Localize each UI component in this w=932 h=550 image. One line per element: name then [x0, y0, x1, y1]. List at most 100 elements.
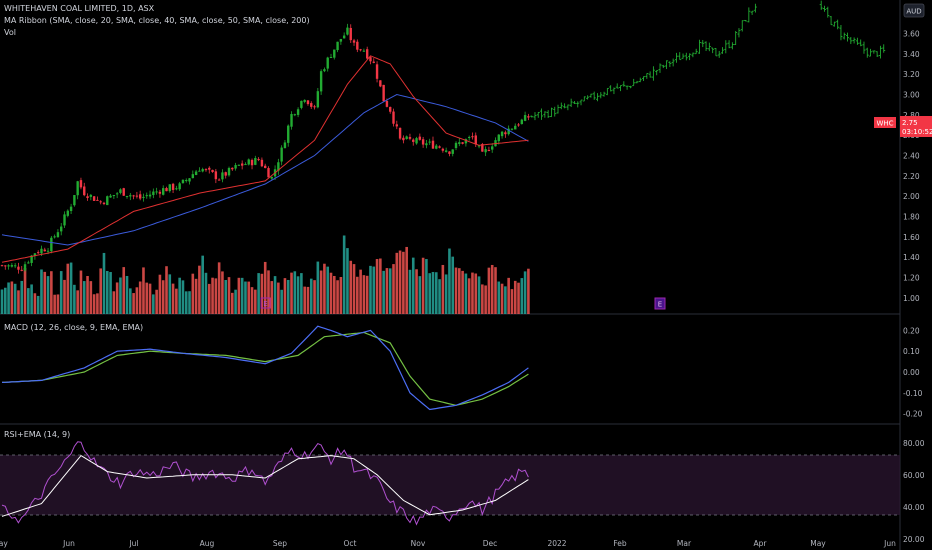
volume-bar [346, 248, 349, 314]
volume-bar [237, 277, 241, 314]
volume-bar [194, 278, 198, 314]
volume-bar [497, 281, 501, 314]
candle-body [188, 178, 191, 182]
ma-ribbon-legend[interactable]: MA Ribbon (SMA, close, 20, SMA, close, 4… [4, 16, 310, 25]
candle-body [346, 27, 349, 35]
volume-bar [306, 286, 310, 314]
candle-body [30, 255, 33, 263]
candle-body [36, 252, 40, 254]
candle-body [405, 136, 408, 139]
candle-body [17, 266, 20, 270]
volume-bar [155, 289, 158, 314]
volume-bar [303, 286, 306, 314]
macd-tick-label: 0.00 [903, 368, 920, 377]
volume-bar [513, 280, 517, 314]
candle-body [115, 193, 119, 195]
currency-button[interactable]: AUD [903, 3, 925, 18]
volume-bar [119, 277, 122, 314]
candle-body [408, 137, 412, 139]
price-tick-label: 2.20 [903, 172, 920, 181]
volume-bar [231, 292, 234, 314]
last-price-badge: WHC 2.75 03:10:52 [874, 116, 932, 137]
volume-bar [309, 278, 313, 314]
candle-body [385, 101, 389, 107]
candle-body [369, 57, 372, 62]
price-tick-label: 3.60 [903, 29, 920, 38]
volume-bar [142, 267, 145, 314]
candle-body [336, 41, 339, 51]
candle-body [467, 136, 471, 138]
volume-bar [313, 280, 316, 314]
earnings-marker-upcoming[interactable]: E [654, 297, 666, 310]
volume-bar [201, 255, 204, 314]
currency-label: AUD [906, 8, 921, 16]
volume-bar [109, 272, 112, 314]
volume-bar [59, 271, 63, 314]
candle-body [290, 114, 293, 127]
candle-body [270, 176, 273, 179]
volume-bar [13, 283, 17, 314]
volume-bar [112, 291, 116, 314]
candle-body [175, 188, 178, 190]
volume-bar [365, 275, 369, 314]
rsi-legend[interactable]: RSI+EMA (14, 9) [4, 430, 70, 439]
volume-bar [175, 288, 178, 314]
price-axis[interactable]: 3.603.403.203.002.802.602.402.202.001.80… [903, 29, 925, 543]
volume-bar [43, 271, 47, 314]
volume-bar [36, 295, 40, 314]
volume-bar [148, 283, 152, 314]
volume-bar [46, 276, 50, 314]
candle-body [162, 188, 165, 195]
time-axis[interactable]: May Jun Jul Aug Sep Oct Nov Dec 2022 Feb Mar Apr May… [0, 539, 896, 548]
volume-bar [448, 248, 451, 314]
volume-bar [425, 259, 428, 314]
candle-body [40, 248, 43, 254]
candle-body [145, 195, 148, 197]
volume-bar [461, 270, 464, 314]
macd-line [1, 325, 529, 411]
price-tick-label: 1.40 [903, 253, 920, 262]
candle-body [0, 265, 4, 267]
candle-body [185, 180, 188, 182]
candle-body [214, 171, 218, 180]
candle-body [198, 170, 201, 172]
volume-bar [17, 290, 20, 314]
time-tick-label: Apr [754, 539, 768, 548]
candle-body [89, 194, 93, 197]
volume-bar [171, 283, 175, 314]
rsi-tick-label: 40.00 [903, 503, 925, 512]
candle-body [217, 179, 221, 181]
macd-legend[interactable]: MACD (12, 26, close, 9, EMA, EMA) [4, 323, 143, 332]
candle-body [204, 169, 208, 171]
candle-body [129, 195, 132, 197]
volume-bar [517, 282, 520, 314]
volume-bar [92, 294, 96, 314]
volume-legend[interactable]: Vol [4, 28, 16, 37]
volume-bar [286, 279, 290, 314]
candle-body [448, 151, 451, 154]
earnings-marker[interactable]: E [260, 297, 271, 309]
volume-bar [481, 284, 484, 314]
volume-bar [316, 261, 320, 314]
price-candles [0, 0, 886, 274]
volume-bar [395, 252, 399, 314]
candle-body [4, 265, 7, 267]
volume-bar [257, 273, 260, 314]
candle-body [362, 50, 366, 52]
volume-bar [56, 294, 60, 314]
candle-body [333, 49, 336, 58]
volume-bar [418, 276, 422, 314]
volume-bar [398, 250, 402, 314]
time-tick-label: Nov [411, 539, 426, 548]
volume-bar [471, 272, 474, 314]
candle-body [99, 201, 102, 203]
volume-bar [490, 264, 494, 314]
price-tick-label: 1.80 [903, 213, 920, 222]
volume-bar [178, 277, 181, 314]
candle-body [194, 171, 198, 176]
candle-body [329, 57, 333, 59]
candle-body [165, 188, 168, 192]
volume-bar [211, 277, 214, 314]
candle-body [491, 146, 494, 150]
